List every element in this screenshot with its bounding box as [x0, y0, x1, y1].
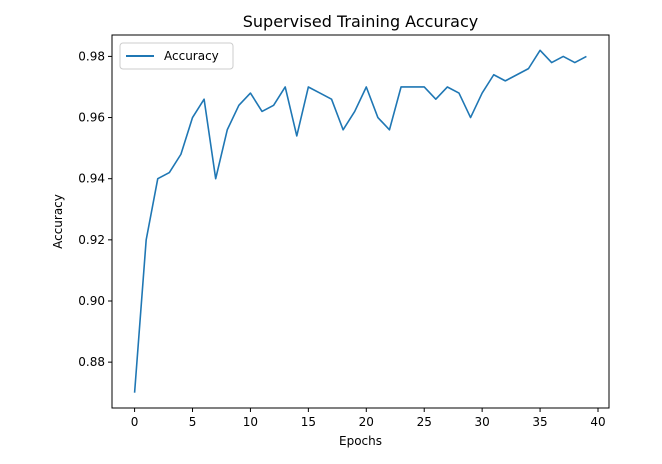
y-axis-ticks: 0.88 0.90 0.92 0.94 0.96 0.98 — [78, 49, 112, 369]
x-tick-label: 30 — [475, 415, 490, 429]
chart-title: Supervised Training Accuracy — [243, 12, 478, 31]
x-axis-title: Epochs — [339, 434, 382, 448]
y-tick-label: 0.96 — [78, 111, 105, 125]
y-axis-title: Accuracy — [51, 194, 65, 249]
x-axis-ticks: 0 5 10 15 20 25 30 35 40 — [131, 408, 606, 429]
y-tick-label: 0.90 — [78, 294, 105, 308]
axes-frame — [111, 34, 610, 409]
y-tick-label: 0.92 — [78, 233, 105, 247]
y-tick-label: 0.88 — [78, 355, 105, 369]
y-tick-label: 0.94 — [78, 172, 105, 186]
x-tick-label: 40 — [590, 415, 605, 429]
series-layer — [133, 49, 587, 393]
x-tick-label: 15 — [301, 415, 316, 429]
x-tick-label: 35 — [532, 415, 547, 429]
x-tick-label: 25 — [417, 415, 432, 429]
x-tick-label: 20 — [359, 415, 374, 429]
legend: Accuracy — [119, 42, 234, 70]
x-tick-label: 10 — [243, 415, 258, 429]
x-tick-label: 0 — [131, 415, 139, 429]
series-line-accuracy — [133, 49, 587, 393]
y-tick-label: 0.98 — [78, 49, 105, 63]
x-tick-label: 5 — [189, 415, 197, 429]
legend-label-accuracy: Accuracy — [164, 49, 219, 63]
legend-box — [119, 42, 234, 70]
